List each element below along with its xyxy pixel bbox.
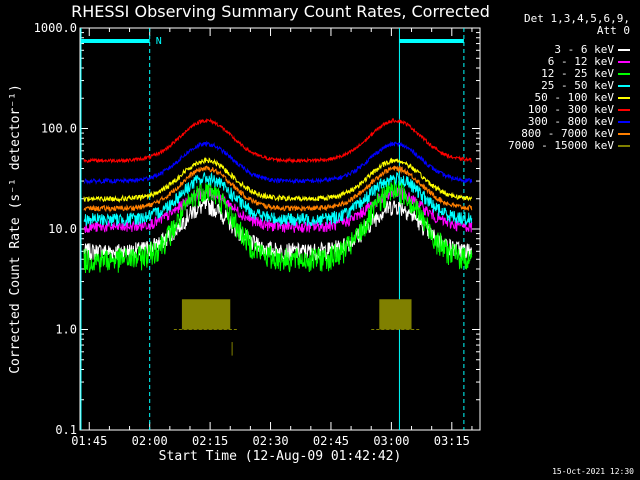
legend-entry-label: 50 - 100 keV [535, 91, 615, 104]
y-tick-label: 1000.0 [34, 21, 77, 35]
legend-header: Att 0 [597, 24, 630, 37]
night-flag-label: N [156, 36, 162, 47]
x-tick-label: 02:15 [192, 434, 228, 448]
series-line [83, 117, 472, 164]
x-tick-label: 02:30 [252, 434, 288, 448]
y-tick-label: 10.0 [48, 222, 77, 236]
legend-header: Det 1,3,4,5,6,9, [524, 12, 630, 25]
generated-timestamp: 15-Oct-2021 12:30 [552, 467, 634, 476]
series-line [83, 179, 473, 274]
x-axis-label: Start Time (12-Aug-09 01:42:42) [159, 449, 402, 464]
series-line [84, 140, 473, 185]
y-tick-label: 100.0 [41, 122, 77, 136]
x-tick-label: 02:45 [313, 434, 349, 448]
legend-entry-label: 3 - 6 keV [554, 43, 614, 56]
x-tick-label: 01:45 [71, 434, 107, 448]
x-tick-label: 02:00 [132, 434, 168, 448]
legend-entry-label: 7000 - 15000 keV [508, 139, 614, 152]
legend-entry-label: 100 - 300 keV [528, 103, 614, 116]
y-tick-label: 1.0 [55, 323, 77, 337]
x-tick-label: 03:15 [434, 434, 470, 448]
legend-entry-label: 800 - 7000 keV [521, 127, 614, 140]
series-line [83, 172, 473, 227]
x-tick-label: 03:00 [373, 434, 409, 448]
y-axis-label: Corrected Count Rate (s⁻¹ detector⁻¹) [8, 84, 23, 374]
legend-entry-label: 6 - 12 keV [548, 55, 615, 68]
series-7000-15000-block [181, 299, 231, 330]
series-line [83, 156, 473, 204]
legend-entry-label: 25 - 50 keV [541, 79, 614, 92]
legend-entry-label: 300 - 800 keV [528, 115, 614, 128]
series-line [83, 187, 473, 234]
series-7000-15000-block [379, 299, 412, 330]
chart-title: RHESSI Observing Summary Count Rates, Co… [71, 2, 490, 21]
series-line [83, 165, 473, 213]
y-tick-label: 0.1 [55, 423, 77, 437]
legend-entry-label: 12 - 25 keV [541, 67, 614, 80]
